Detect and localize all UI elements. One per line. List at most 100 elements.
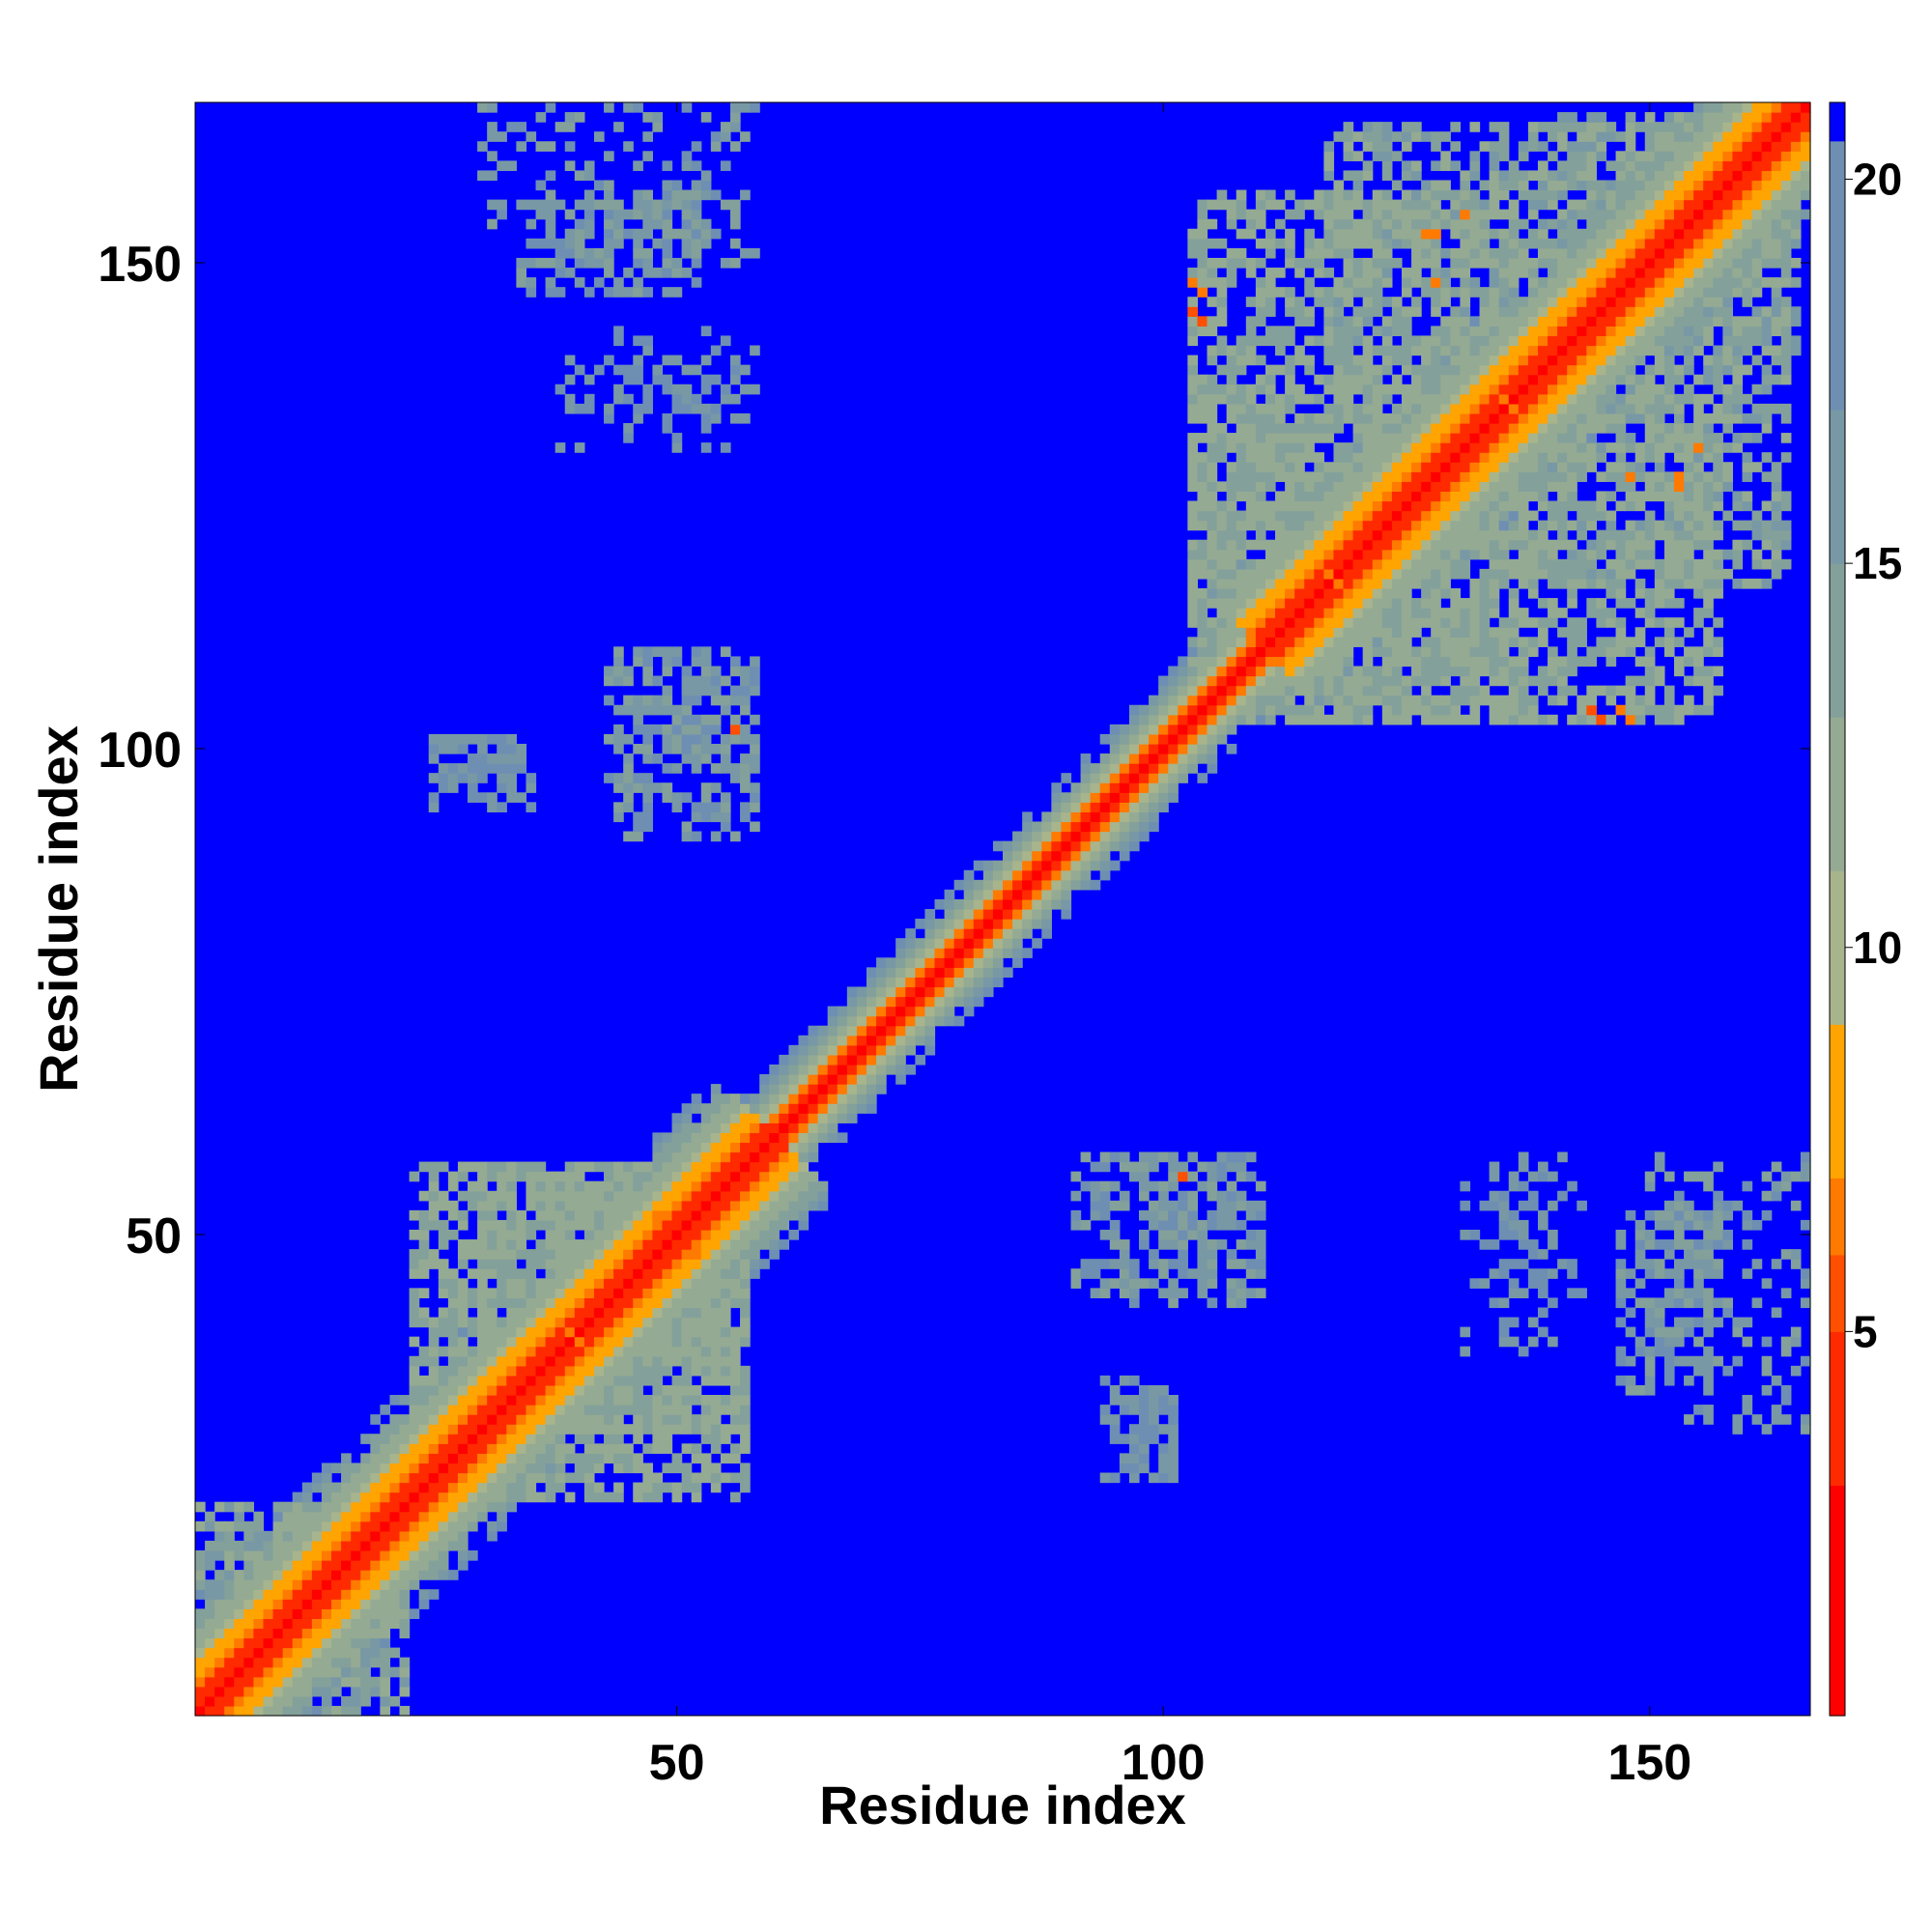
heatmap-cell <box>1168 782 1179 793</box>
heatmap-cell <box>1392 559 1403 570</box>
heatmap-cell <box>1323 355 1334 366</box>
heatmap-cell <box>565 160 576 171</box>
heatmap-cell <box>536 1162 547 1173</box>
heatmap-cell <box>838 1084 848 1094</box>
heatmap-cell <box>1314 676 1324 687</box>
heatmap-cell <box>302 1687 313 1697</box>
heatmap-cell <box>1275 491 1286 501</box>
heatmap-cell <box>516 1297 526 1308</box>
heatmap-cell <box>1421 617 1432 628</box>
heatmap-cell <box>224 1618 235 1629</box>
heatmap-cell <box>730 1414 741 1425</box>
heatmap-cell <box>214 1648 225 1659</box>
heatmap-cell <box>1450 696 1461 706</box>
heatmap-cell <box>331 1541 342 1551</box>
heatmap-cell <box>1392 433 1403 443</box>
heatmap-cell <box>672 1172 683 1182</box>
heatmap-cell <box>701 792 712 803</box>
heatmap-cell <box>536 112 547 123</box>
heatmap-cell <box>1304 637 1315 647</box>
heatmap-cell <box>1490 471 1500 482</box>
heatmap-cell <box>711 1424 722 1435</box>
heatmap-cell <box>964 890 975 900</box>
heatmap-cell <box>341 1696 352 1707</box>
heatmap-cell <box>1509 521 1520 531</box>
heatmap-cell <box>575 112 585 123</box>
heatmap-cell <box>1323 190 1334 201</box>
heatmap-cell <box>1499 452 1510 463</box>
heatmap-cell <box>264 1648 274 1659</box>
heatmap-cell <box>1294 521 1305 531</box>
heatmap-cell <box>1411 277 1422 288</box>
heatmap-cell <box>779 1181 789 1192</box>
heatmap-cell <box>1402 210 1412 220</box>
heatmap-cell <box>1431 258 1441 269</box>
heatmap-cell <box>1460 1201 1470 1211</box>
heatmap-cell <box>302 1706 313 1717</box>
heatmap-cell <box>584 248 595 259</box>
heatmap-cell <box>1469 579 1480 589</box>
heatmap-cell <box>1208 239 1218 249</box>
heatmap-cell <box>924 928 935 939</box>
heatmap-cell <box>575 1162 585 1173</box>
heatmap-cell <box>1353 588 1364 599</box>
heatmap-cell <box>886 1065 896 1075</box>
heatmap-cell <box>302 1618 313 1629</box>
heatmap-cell <box>341 1579 352 1590</box>
heatmap-cell <box>1353 239 1364 249</box>
heatmap-cell <box>497 1337 507 1348</box>
heatmap-cell <box>692 753 702 764</box>
heatmap-cell <box>1460 608 1470 618</box>
heatmap-cell <box>594 1278 605 1289</box>
heatmap-cell <box>546 1414 556 1425</box>
heatmap-cell <box>283 1521 294 1532</box>
heatmap-cell <box>1373 646 1383 657</box>
heatmap-cell <box>477 141 488 152</box>
heatmap-cell <box>214 1677 225 1688</box>
heatmap-cell <box>1197 1162 1208 1173</box>
heatmap-cell <box>1246 540 1257 551</box>
heatmap-cell <box>1460 676 1470 687</box>
heatmap-cell <box>1450 258 1461 269</box>
heatmap-cell <box>264 1541 274 1551</box>
heatmap-cell <box>662 423 672 434</box>
heatmap-cell <box>526 1201 536 1211</box>
heatmap-cell <box>1490 258 1500 269</box>
heatmap-cell <box>1208 734 1218 745</box>
heatmap-cell <box>1490 521 1500 531</box>
heatmap-cell <box>613 1220 624 1231</box>
heatmap-cell <box>1469 676 1480 687</box>
heatmap-cell <box>623 753 634 764</box>
heatmap-cell <box>293 1667 303 1678</box>
heatmap-cell <box>750 248 760 259</box>
heatmap-cell <box>662 1230 672 1240</box>
heatmap-cell <box>341 1570 352 1580</box>
heatmap-cell <box>1275 705 1286 716</box>
heatmap-cell <box>1139 802 1150 812</box>
heatmap-cell <box>516 1230 526 1240</box>
heatmap-cell <box>730 1172 741 1182</box>
heatmap-cell <box>1440 180 1451 190</box>
heatmap-cell <box>711 1220 722 1231</box>
heatmap-cell <box>672 1424 683 1435</box>
heatmap-cell <box>642 1472 653 1483</box>
heatmap-cell <box>565 229 576 240</box>
heatmap-cell <box>1402 277 1412 288</box>
heatmap-cell <box>1333 335 1344 346</box>
heatmap-cell <box>1392 530 1403 541</box>
heatmap-cell <box>1217 511 1228 522</box>
heatmap-cell <box>555 1172 566 1182</box>
heatmap-cell <box>448 1541 459 1551</box>
heatmap-cell <box>1022 821 1033 832</box>
heatmap-cell <box>672 287 683 298</box>
heatmap-cell <box>1333 180 1344 190</box>
heatmap-cell <box>273 1618 284 1629</box>
heatmap-cell <box>400 1395 411 1406</box>
heatmap-cell <box>662 1239 672 1250</box>
heatmap-cell <box>1440 530 1451 541</box>
heatmap-cell <box>1236 617 1247 628</box>
heatmap-cell <box>506 734 517 745</box>
heatmap-cell <box>565 1191 576 1202</box>
heatmap-cell <box>526 1288 536 1298</box>
heatmap-cell <box>682 1288 693 1298</box>
